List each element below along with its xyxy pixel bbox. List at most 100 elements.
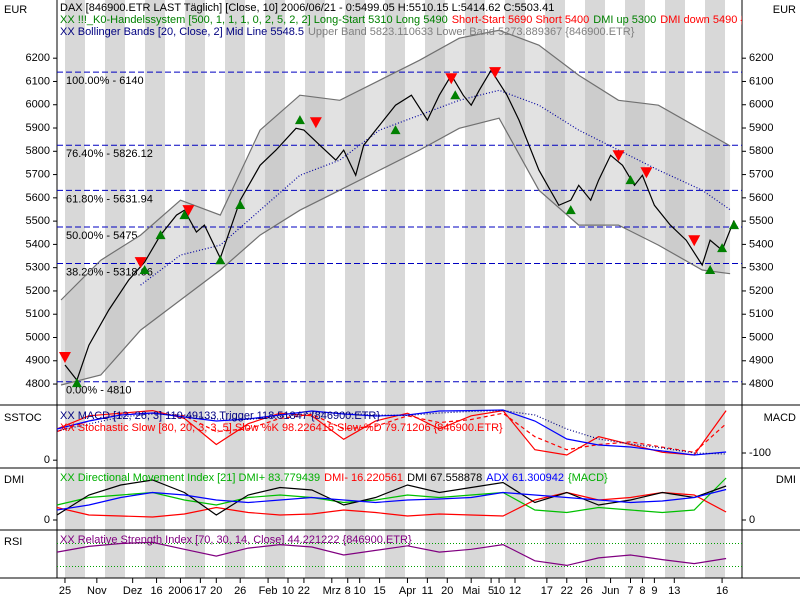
x-tick-label: 11 <box>422 585 433 597</box>
signal-marker <box>182 205 195 217</box>
axis-title: EUR <box>4 4 27 16</box>
y-tick-label: 5200 <box>26 285 50 297</box>
x-tick-label: 10 <box>493 585 505 597</box>
signal-marker <box>71 378 82 388</box>
series-line <box>56 479 727 516</box>
x-tick-label: 9 <box>651 585 657 597</box>
y-tick-label: 5600 <box>749 192 773 204</box>
x-tick-label: 20 <box>441 585 453 597</box>
week-stripe <box>105 0 125 578</box>
legend-line: DAX [846900.ETR LAST Täglich] [Close, 10… <box>60 2 554 14</box>
x-tick-label: 15 <box>373 585 385 597</box>
band-fill <box>60 30 731 385</box>
week-stripe <box>465 0 485 578</box>
signal-marker <box>489 67 502 79</box>
y-tick-label: 4900 <box>26 355 50 367</box>
legend-text: ADX 61.300942 <box>486 472 564 484</box>
x-tick-label: 22 <box>298 585 310 597</box>
signal-marker <box>625 175 636 185</box>
fib-label: 50.00% - 5475 <box>66 230 138 242</box>
signal-marker <box>155 230 166 240</box>
x-tick-label: 13 <box>668 585 680 597</box>
signal-marker <box>235 200 246 210</box>
signal-marker <box>390 125 401 135</box>
y-tick-label: 5900 <box>749 122 773 134</box>
y-tick-label: 0 <box>44 514 50 526</box>
x-tick-label: Dez <box>123 585 143 597</box>
y-tick-label: 5100 <box>26 308 50 320</box>
x-tick-label: 22 <box>561 585 573 597</box>
signal-marker <box>445 73 458 85</box>
y2-tick-label: 0 <box>749 514 755 526</box>
legend-text: DMI- 16.220561 <box>324 472 403 484</box>
y-tick-label: 0 <box>44 454 50 466</box>
y-tick-label: 5000 <box>26 331 50 343</box>
series-line <box>56 488 727 511</box>
fib-label: 100.00% - 6140 <box>66 75 144 87</box>
legend-text: XX Bollinger Bands [20, Close, 2] Mid Li… <box>60 26 304 38</box>
legend-text: {MACD} <box>568 472 608 484</box>
legend-text: DMI 67.558878 <box>407 472 482 484</box>
x-tick-label: 10 <box>354 585 366 597</box>
axis-title: MACD <box>764 412 796 424</box>
y-tick-label: 4800 <box>26 378 50 390</box>
y-tick-label: 6100 <box>749 75 773 87</box>
axis-title: DMI <box>776 474 796 486</box>
signal-marker <box>294 115 305 125</box>
week-stripe <box>705 0 725 578</box>
legend-text: DMI down 5490 {846900.ETR} <box>660 14 800 26</box>
x-tick-label: Jun <box>602 585 620 597</box>
series-line <box>56 477 727 514</box>
x-tick-label: 10 <box>282 585 294 597</box>
axis-title: EUR <box>773 4 796 16</box>
axis-title: DMI <box>4 474 24 486</box>
x-tick-label: 2006 <box>168 585 192 597</box>
fib-label: 0.00% - 4810 <box>66 385 131 397</box>
series-line <box>56 541 727 567</box>
week-stripe <box>385 0 405 578</box>
series-line <box>56 491 727 518</box>
series-line <box>60 117 731 386</box>
x-tick-label: 26 <box>581 585 593 597</box>
signal-marker <box>705 265 716 274</box>
y-tick-label: 5300 <box>749 262 773 274</box>
week-stripe <box>625 0 645 578</box>
signal-marker <box>688 235 701 247</box>
x-tick-label: 25 <box>59 585 71 597</box>
legend-line: XX Stochastic Slow [80, 20, 3, 3, 5] Slo… <box>60 422 503 434</box>
y-tick-label: 5100 <box>749 308 773 320</box>
week-stripe <box>265 0 285 578</box>
y-tick-label: 5500 <box>749 215 773 227</box>
y-tick-label: 6200 <box>749 52 773 64</box>
legend-text: Short-Start 5690 Short 5400 <box>452 14 590 26</box>
y-tick-label: 6200 <box>26 52 50 64</box>
x-tick-label: 17 <box>541 585 553 597</box>
signal-marker <box>640 167 653 179</box>
y-tick-label: 6000 <box>749 99 773 111</box>
week-stripe <box>585 0 605 578</box>
y-tick-label: 5800 <box>26 145 50 157</box>
y-tick-label: 5800 <box>749 145 773 157</box>
signal-marker <box>58 352 71 364</box>
week-stripe <box>225 0 245 578</box>
signal-marker <box>612 150 625 162</box>
legend-text: XX Relative Strength Index [70, 30, 14, … <box>60 534 412 546</box>
fib-label: 38.20% - 5318.06 <box>66 266 153 278</box>
series-line <box>60 29 731 301</box>
y-tick-label: 5700 <box>26 168 50 180</box>
x-tick-label: 26 <box>234 585 246 597</box>
y-tick-label: 5400 <box>749 238 773 250</box>
series-line <box>56 409 727 455</box>
y-tick-label: 6000 <box>26 99 50 111</box>
legend-text: XX Stochastic Slow [80, 20, 3, 3, 5] Slo… <box>60 422 503 434</box>
x-tick-label: 5 <box>488 585 494 597</box>
week-stripe <box>545 0 565 578</box>
fib-label: 61.80% - 5631.94 <box>66 193 153 205</box>
legend-text: XX MACD [12, 26, 3] 110.49133 Trigger 11… <box>60 410 380 422</box>
x-tick-label: Mai <box>462 585 480 597</box>
x-tick-label: 17 <box>194 585 206 597</box>
legend-line: XX MACD [12, 26, 3] 110.49133 Trigger 11… <box>60 410 380 422</box>
x-tick-label: Mrz <box>323 585 341 597</box>
signal-marker <box>179 210 190 220</box>
signal-marker <box>450 90 461 100</box>
